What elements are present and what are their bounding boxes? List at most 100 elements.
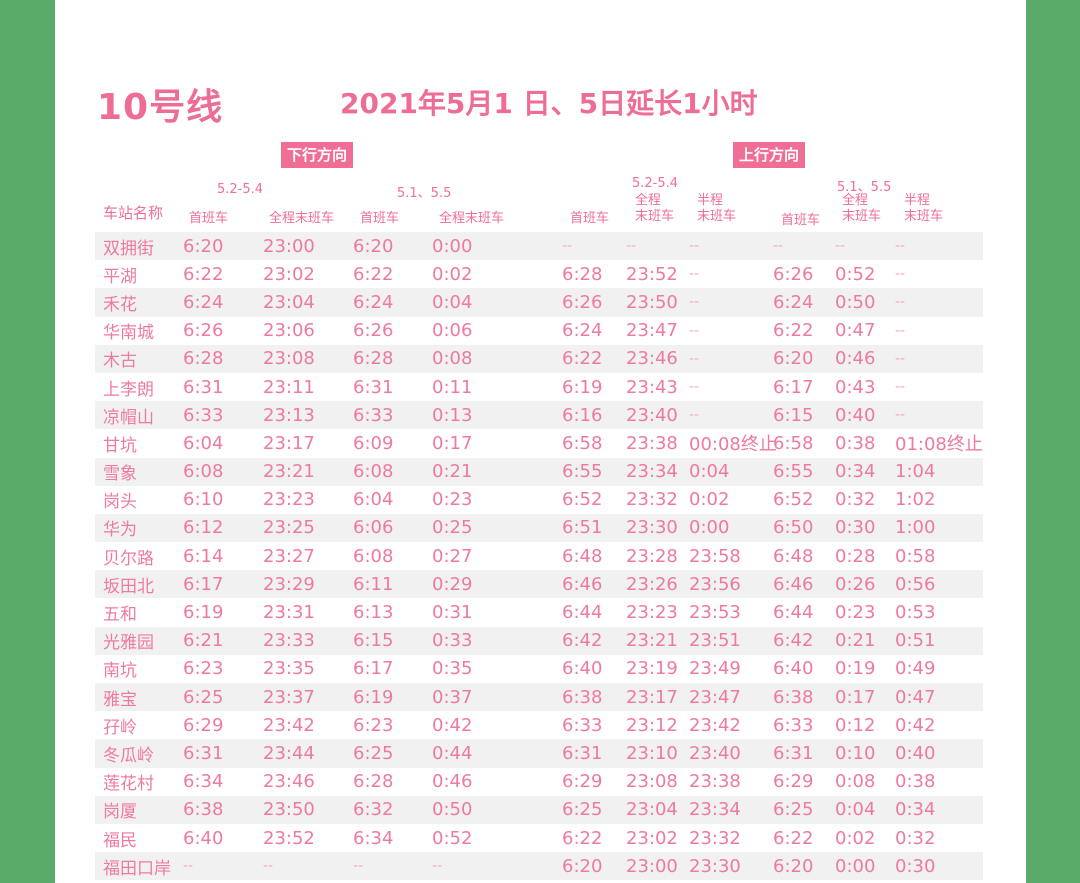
down-last-2-cell: 0:11 [432,376,473,398]
up-full-last-2-cell: 0:04 [835,795,895,824]
station-name-cell: 华为 [95,513,183,543]
down-last-1-cell: 23:17 [263,432,315,454]
up-full-last-1-cell: 23:28 [626,545,678,567]
up-full-last-1-cell: 23:00 [626,852,689,881]
up-full-last-1-cell: 23:34 [626,457,689,486]
up-col-half-last-1: 半程 末班车 [697,193,737,224]
table-row: 木古 6:28 23:08 6:28 0:08 6:22 23:46 -- 6:20 0:46 -- [95,344,983,373]
table-row: 孖岭 6:29 23:42 6:23 0:42 6:33 23:12 23:42 6:33 0:1… [95,711,983,739]
up-half-last-2-cell: 1:00 [895,513,983,543]
up-half-last-1-cell: 00:08终止 [689,434,777,456]
down-last-2-cell: 0:21 [432,457,562,486]
up-full-last-2-cell: 0:10 [835,739,895,768]
up-half-last-2-cell: 0:51 [895,626,983,655]
down-first-1-cell: 6:21 [183,626,263,655]
down-last-2-cell: -- [432,852,562,881]
up-first-1-cell: 6:29 [562,771,603,793]
up-range-1: 5.2-5.4 [632,176,679,191]
up-half-last-1-cell: 0:04 [689,457,773,486]
up-col-first-2: 首班车 [781,213,821,228]
up-half-last-1-cell: -- [689,344,773,373]
down-first-1-cell: 6:40 [183,827,224,849]
timetable: 双拥街 6:20 23:00 6:20 0:00 -- -- -- -- -- -- 平湖 6:22 23… [95,232,983,881]
down-first-1-cell: 6:24 [183,288,263,317]
up-half-last-2-cell: -- [895,322,906,339]
up-first-2-cell: 6:20 [773,852,835,881]
up-first-1-cell: 6:58 [562,432,603,454]
up-half-last-2-cell: 0:42 [895,714,936,736]
station-name-cell: 华南城 [103,323,154,344]
down-first-2-cell: 6:19 [353,683,432,712]
table-row: 甘坑 6:04 23:17 6:09 0:17 6:58 23:38 00:08终止 6:58 0… [95,429,983,457]
up-full-last-2-cell: 0:30 [835,513,895,543]
up-first-1-cell: 6:44 [562,602,603,624]
down-last-1-cell: -- [263,852,353,881]
station-name-cell: 光雅园 [95,626,183,655]
down-first-2-cell: 6:32 [353,795,432,824]
down-last-1-cell: 23:27 [263,545,315,567]
up-half-last-1-cell: -- [689,266,700,283]
down-last-2-cell: 0:37 [432,683,562,712]
down-first-2-cell: 6:08 [353,545,394,567]
down-last-1-cell: 23:29 [263,570,353,599]
up-full-last-1-cell: 23:17 [626,683,689,712]
up-first-2-cell: 6:15 [773,401,835,430]
up-first-1-cell: -- [562,232,626,261]
station-name-cell: 莲花村 [103,774,154,795]
up-full-last-1-cell: 23:04 [626,795,689,824]
up-col-half-last-2: 半程 末班车 [904,193,944,224]
up-first-2-cell: 6:33 [773,714,814,736]
up-full-last-1-cell: 23:50 [626,288,689,317]
up-half-last-2-cell: 0:34 [895,795,983,824]
up-full-last-1-cell: 23:08 [626,771,678,793]
down-first-1-cell: 6:22 [183,263,224,285]
up-half-last-1-cell: 23:32 [689,827,741,849]
extension-notice: 2021年5月1 日、5日延长1小时 [340,87,758,120]
down-last-1-cell: 23:02 [263,263,315,285]
up-full-last-1-cell: 23:02 [626,827,678,849]
up-first-1-cell: 6:33 [562,714,603,736]
down-first-2-cell: 6:23 [353,714,394,736]
up-first-1-cell: 6:16 [562,401,626,430]
up-first-2-cell: 6:38 [773,683,835,712]
up-half-last-2-cell: 0:32 [895,827,936,849]
up-first-2-cell: 6:55 [773,457,835,486]
down-last-1-cell: 23:31 [263,602,315,624]
down-last-2-cell: 0:35 [432,658,473,680]
down-last-1-cell: 23:37 [263,683,353,712]
timetable-body: 双拥街 6:20 23:00 6:20 0:00 -- -- -- -- -- -- 平湖 6:22 23… [95,232,983,881]
table-row: 雪象 6:08 23:21 6:08 0:21 6:55 23:34 0:04 6:55 0:34… [95,457,983,486]
up-full-last-1-cell: 23:26 [626,570,689,599]
up-full-last-1-cell: 23:40 [626,401,689,430]
up-first-2-cell: 6:31 [773,739,835,768]
up-half-last-2-cell: -- [895,288,983,317]
up-first-1-cell: 6:38 [562,683,626,712]
station-header: 车站名称 [103,204,164,222]
up-half-last-1-cell: 23:42 [689,714,741,736]
station-name-cell: 双拥街 [95,232,183,261]
down-last-1-cell: 23:50 [263,795,353,824]
down-first-2-cell: 6:11 [353,570,432,599]
down-first-2-cell: 6:28 [353,344,432,373]
table-row: 平湖 6:22 23:02 6:22 0:02 6:28 23:52 -- 6:26 0:52 -- [95,260,983,288]
up-half-last-2-cell: -- [895,266,906,283]
table-row: 雅宝 6:25 23:37 6:19 0:37 6:38 23:17 23:47 6:38 0:1… [95,683,983,712]
station-name-cell: 南坑 [103,661,137,682]
up-first-2-cell: 6:40 [773,658,814,680]
down-last-2-cell: 0:08 [432,344,562,373]
up-full-last-2-cell: 0:21 [835,626,895,655]
up-first-1-cell: 6:46 [562,570,626,599]
down-last-1-cell: 23:25 [263,513,353,543]
up-half-last-1-cell: -- [689,288,773,317]
station-name-cell: 冬瓜岭 [95,739,183,768]
up-first-1-cell: 6:19 [562,376,603,398]
up-full-last-2-cell: 0:17 [835,683,895,712]
up-first-1-cell: 6:31 [562,739,626,768]
up-half-last-1-cell: 23:47 [689,683,773,712]
down-col-last-1: 全程末班车 [269,211,335,226]
down-first-1-cell: 6:20 [183,232,263,261]
timetable-sheet: 10号线 2021年5月1 日、5日延长1小时 下行方向 上行方向 车站名称 5… [55,0,1026,883]
down-first-2-cell: 6:06 [353,513,432,543]
up-first-1-cell: 6:55 [562,457,626,486]
station-name-cell: 禾花 [95,288,183,317]
